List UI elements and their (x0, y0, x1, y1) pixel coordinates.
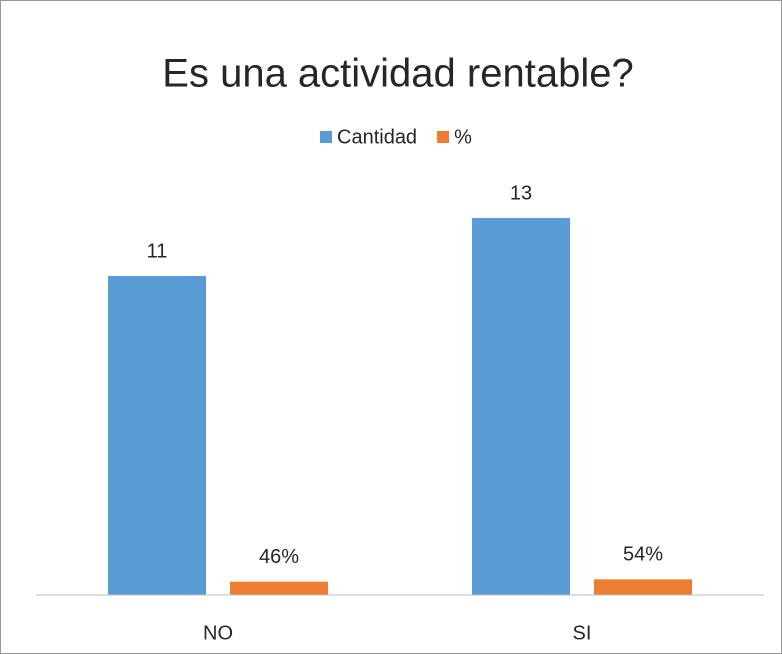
bar (108, 276, 206, 595)
data-label: 13 (510, 182, 532, 204)
x-tick-label: NO (203, 622, 233, 644)
legend-swatch (437, 131, 450, 143)
data-label: 46% (259, 546, 299, 568)
data-label: 11 (147, 240, 168, 262)
bar (472, 218, 570, 595)
data-label: 54% (623, 544, 663, 566)
legend-label: % (454, 126, 472, 148)
x-tick-label: SI (573, 622, 592, 644)
legend-label: Cantidad (337, 126, 417, 148)
legend-swatch (320, 131, 332, 143)
chart-title: Es una actividad rentable? (162, 52, 633, 96)
bar (594, 579, 692, 595)
bar (230, 581, 328, 595)
